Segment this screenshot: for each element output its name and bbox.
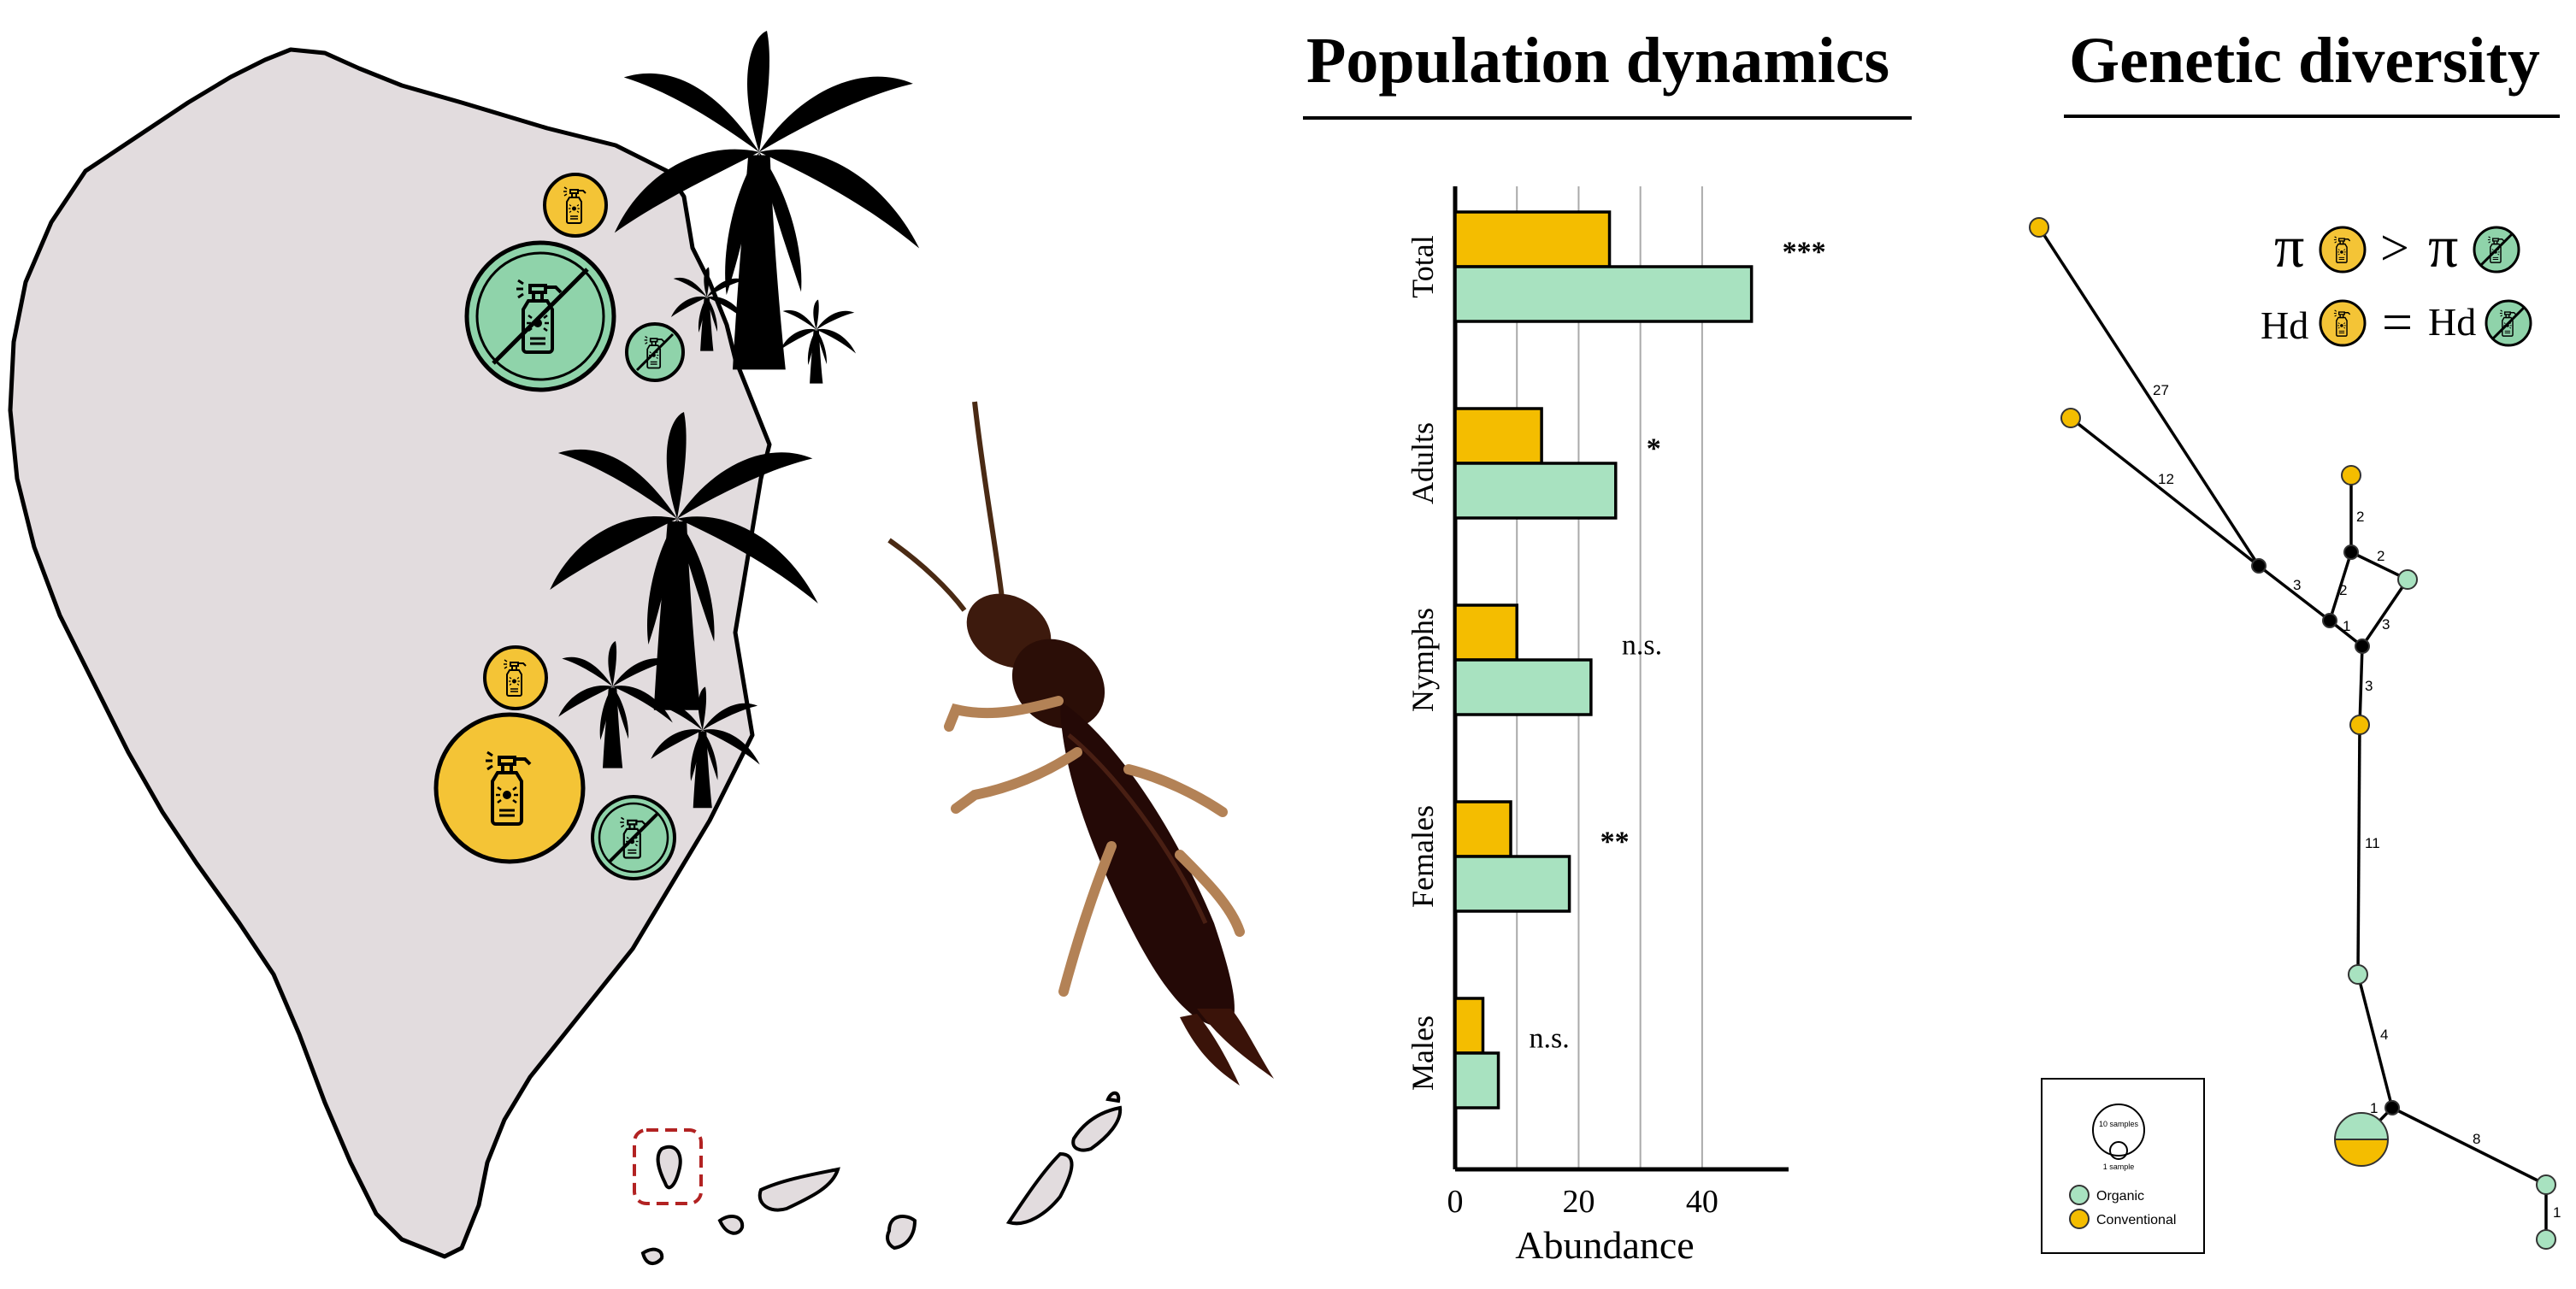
category-label: Total: [1406, 235, 1440, 297]
legend-size-small: [2109, 1141, 2128, 1160]
network-edges: [2037, 227, 2548, 1239]
edge-label: 1: [2370, 1100, 2378, 1116]
haplotype-node-organic: [2536, 1174, 2556, 1195]
significance-label: **: [1600, 827, 1630, 858]
hd-relation: =: [2382, 291, 2413, 352]
edge-label: 2: [2377, 548, 2384, 564]
x-tick-label: 20: [1562, 1184, 1595, 1220]
significance-label: n.s.: [1530, 1023, 1570, 1055]
bar-conventional: [1453, 603, 1518, 662]
haplotype-node-conventional: [2349, 715, 2370, 735]
x-tick-label: 40: [1686, 1184, 1718, 1220]
edge-label: 1: [2343, 618, 2350, 634]
no-pesticide-icon: [591, 795, 676, 880]
diversity-equations: π > π Hd = Hd: [2261, 215, 2532, 352]
population-heading-rule: [1303, 116, 1912, 120]
la-palma-island: [8, 47, 772, 1259]
legend-size-large-label: 10 samples: [2099, 1120, 2139, 1128]
pi-symbol-organic: π: [2428, 215, 2458, 280]
edge-label: 3: [2365, 678, 2373, 694]
bar-organic: [1453, 1051, 1500, 1109]
significance-label: ***: [1783, 237, 1826, 268]
haplotype-node-organic: [2397, 569, 2418, 590]
genetic-heading-rule: [2064, 115, 2560, 118]
edge-label: 2: [2339, 582, 2347, 598]
edge-label: 3: [2382, 616, 2390, 633]
network-legend: 10 samples 1 sample Organic Conventional: [2041, 1078, 2205, 1254]
no-pesticide-icon: [464, 240, 616, 392]
hd-symbol-organic: Hd: [2428, 300, 2476, 344]
edge-label: 12: [2158, 471, 2174, 487]
map-panel: [8, 31, 1123, 1265]
pi-symbol-conventional: π: [2274, 215, 2304, 280]
haplotype-node-conventional: [2060, 408, 2081, 428]
bar-organic: [1453, 658, 1593, 716]
bar-organic: [1453, 855, 1571, 913]
edge-label: 3: [2293, 577, 2301, 593]
bar-organic: [1453, 265, 1754, 323]
edge-label: 4: [2380, 1027, 2388, 1043]
network-edge-labels: 27 12 3 2 2 2 1 3 3 11 4 1 8 1: [2153, 382, 2561, 1221]
legend-size-large: [2092, 1104, 2145, 1157]
bar-conventional: [1453, 407, 1543, 465]
category-label: Nymphs: [1406, 608, 1440, 712]
haplotype-node-organic: [2348, 964, 2368, 985]
legend-conventional-swatch: [2069, 1209, 2090, 1229]
network-nodes: [2029, 217, 2556, 1250]
median-vector-node: [2251, 558, 2267, 574]
bar-conventional: [1453, 210, 1612, 268]
no-pesticide-icon: [2485, 299, 2532, 347]
earwig-insect-icon: [887, 401, 1274, 1086]
significance-label: *: [1647, 433, 1661, 465]
category-label: Adults: [1406, 422, 1440, 504]
edge-label: 1: [2553, 1204, 2561, 1221]
haplotype-network: 27 12 3 2 2 2 1 3 3 11 4 1 8 1: [2029, 215, 2561, 1254]
pesticide-spray-icon: [2319, 299, 2367, 347]
x-tick-label: 0: [1447, 1184, 1464, 1220]
legend-conventional-label: Conventional: [2096, 1213, 2176, 1227]
edge-label: 2: [2356, 509, 2364, 525]
population-heading: Population dynamics: [1306, 25, 1889, 97]
canary-islands-inset: [640, 1091, 1123, 1265]
pi-relation: >: [2380, 220, 2409, 276]
haplotype-node-conventional: [2341, 465, 2361, 486]
median-vector-node: [2322, 613, 2337, 628]
edge-label: 8: [2473, 1131, 2480, 1147]
median-vector-node: [2343, 544, 2359, 560]
hd-symbol-conventional: Hd: [2261, 303, 2308, 347]
category-label: Females: [1406, 805, 1440, 908]
pesticide-spray-icon: [543, 173, 608, 238]
bar-conventional: [1453, 997, 1485, 1055]
category-label: Males: [1406, 1015, 1440, 1091]
pesticide-spray-icon: [2319, 226, 2367, 274]
median-vector-node: [2384, 1100, 2400, 1115]
legend-organic-swatch: [2069, 1185, 2090, 1205]
edge-label: 27: [2153, 382, 2169, 398]
legend-organic-label: Organic: [2096, 1189, 2144, 1204]
pesticide-spray-icon: [483, 645, 548, 710]
palm-tree-icon: [780, 299, 857, 384]
haplotype-node-organic: [2536, 1229, 2556, 1250]
bar-organic: [1453, 462, 1618, 520]
median-vector-node: [2355, 639, 2370, 654]
pesticide-spray-icon: [433, 712, 586, 864]
haplotype-node-shared: [2333, 1112, 2390, 1167]
haplotype-node-conventional: [2029, 217, 2049, 238]
x-axis-title: Abundance: [1515, 1223, 1694, 1267]
genetic-heading: Genetic diversity: [2069, 25, 2540, 97]
legend-size-small-label: 1 sample: [2103, 1162, 2135, 1171]
no-pesticide-icon: [625, 322, 685, 382]
bar-conventional: [1453, 800, 1512, 858]
no-pesticide-icon: [2473, 226, 2520, 274]
significance-label: n.s.: [1622, 630, 1662, 662]
edge-label: 11: [2365, 835, 2380, 851]
la-palma-highlight-box: [633, 1128, 703, 1205]
